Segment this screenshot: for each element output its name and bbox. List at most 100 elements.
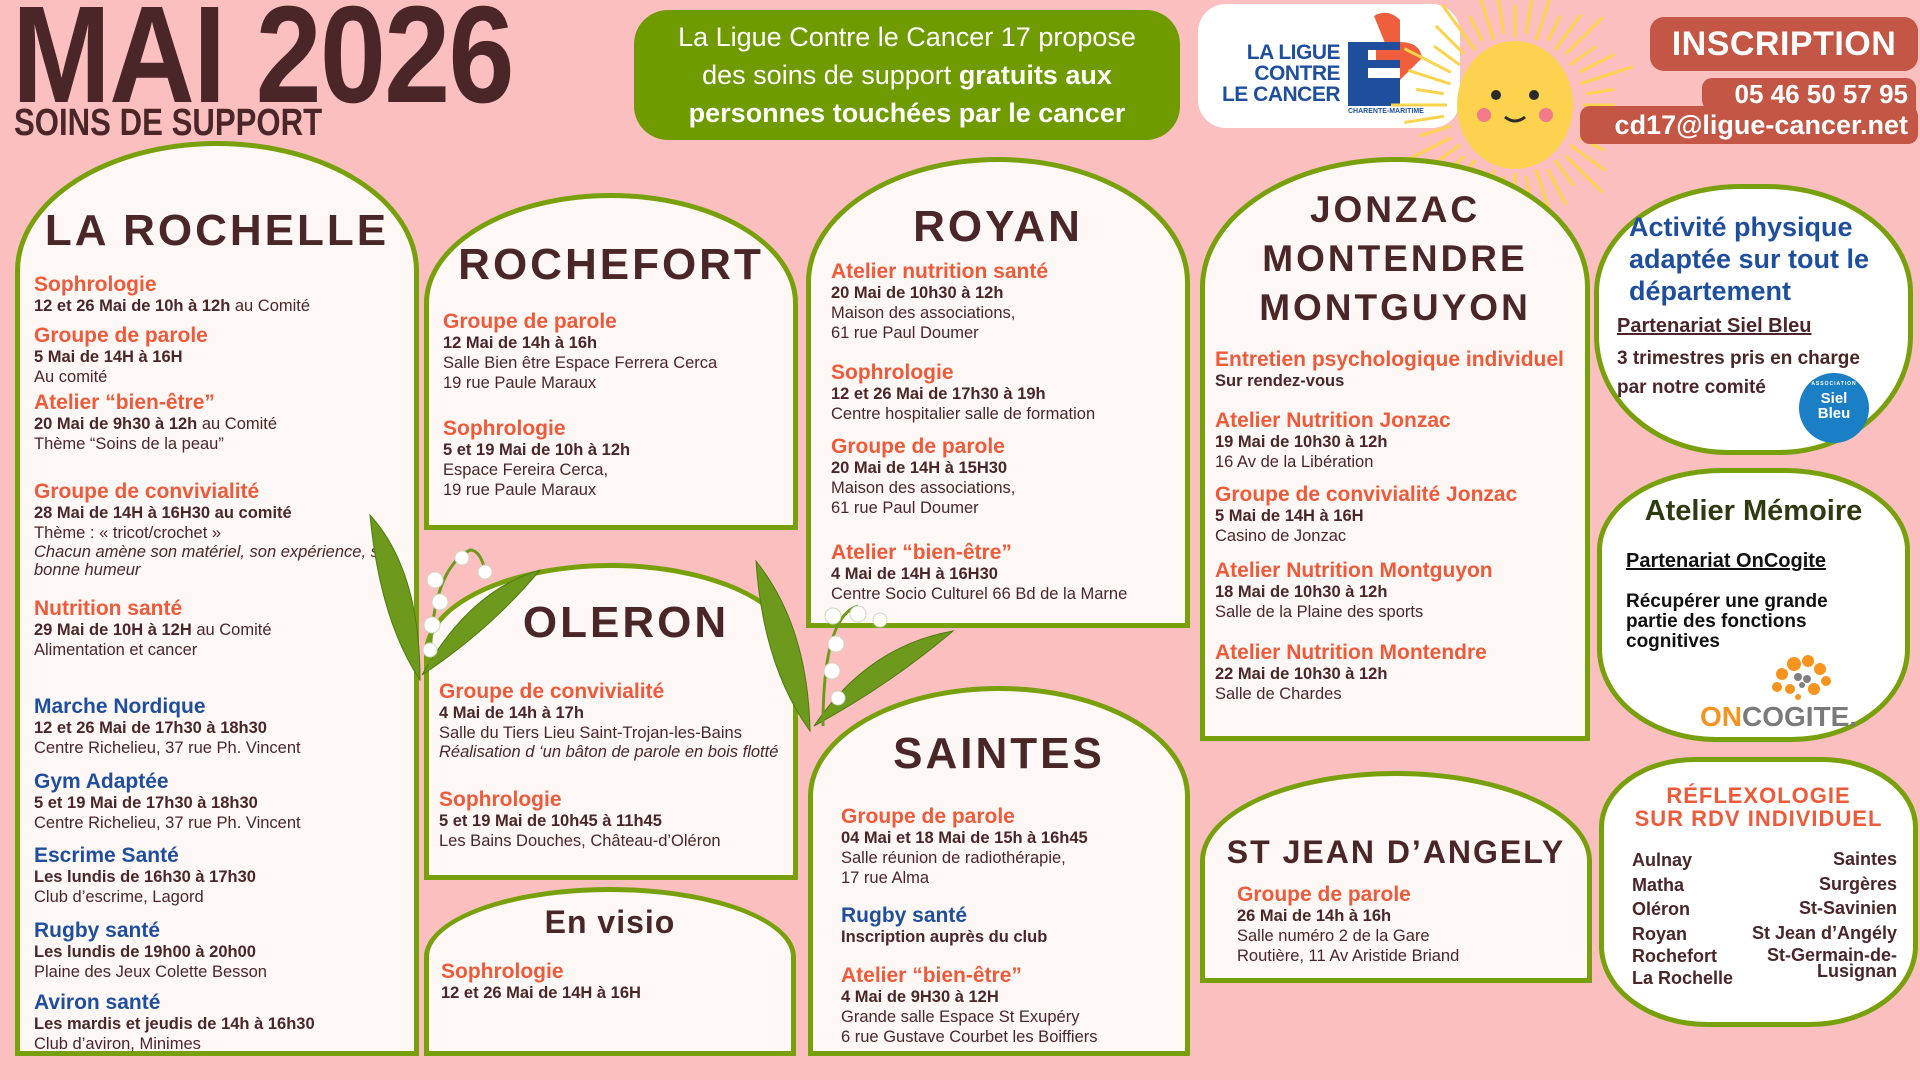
activity-schedule: 12 Mai de 14h à 16h xyxy=(443,333,789,353)
activity-entry: Atelier nutrition santé 20 Mai de 10h30 à… xyxy=(811,260,1181,343)
activity-location: 19 rue Paule Maraux xyxy=(443,481,597,499)
activity-title: Atelier Nutrition Montguyon xyxy=(1215,559,1493,582)
activity-schedule: 12 et 26 Mai de 17h30 à 18h30 xyxy=(34,718,410,738)
panel-title-line: MONTGUYON xyxy=(1259,287,1531,328)
activity-title: Groupe de convivialité xyxy=(439,680,665,703)
activity-location: Salle de Chardes xyxy=(1215,685,1342,703)
activity-location: Centre Richelieu, 37 rue Ph. Vincent xyxy=(34,814,301,832)
activity-schedule: Les mardis et jeudis de 14h à 16h30 xyxy=(34,1014,410,1034)
memoire-text-line: partie des fonctions xyxy=(1626,611,1807,632)
activity-entry: Groupe de convivialité Jonzac 5 Mai de 14… xyxy=(1205,483,1581,546)
activity-date: 5 et 19 Mai de 10h45 à 11h45 xyxy=(439,812,662,830)
activity-location: Thème : « tricot/crochet » xyxy=(34,524,222,542)
activity-schedule: 28 Mai de 14H à 16H30 au comité xyxy=(34,503,410,523)
activity-location: Salle Bien être Espace Ferrera Cerca xyxy=(443,354,718,372)
sun-ray xyxy=(1524,0,1534,35)
activity-schedule: 26 Mai de 14h à 16h xyxy=(1237,906,1583,926)
activity-location: Au comité xyxy=(34,368,108,386)
activity-location: Centre Socio Culturel 66 Bd de la Marne xyxy=(831,585,1128,603)
activity-schedule: Les lundis de 16h30 à 17h30 xyxy=(34,867,410,887)
activity-location: Plaine des Jeux Colette Besson xyxy=(34,963,267,981)
intro-line-2-regular: des soins de support xyxy=(702,60,959,90)
activity-location: Salle de la Plaine des sports xyxy=(1215,603,1424,621)
activity-schedule: 20 Mai de 14H à 15H30 xyxy=(831,458,1181,478)
activity-date: Les mardis et jeudis de 14h à 16h30 xyxy=(34,1015,315,1033)
page-subtitle: SOINS DE SUPPORT xyxy=(14,102,323,144)
sun-ray xyxy=(1433,45,1461,67)
activity-entry: Sophrologie 5 et 19 Mai de 10h à 12h Espac… xyxy=(429,417,789,500)
activity-title: Sophrologie xyxy=(34,273,157,296)
sun-ray xyxy=(1585,87,1615,96)
activity-entry: Groupe de parole 04 Mai et 18 Mai de 15h … xyxy=(813,805,1181,888)
reflexologie-city: Oléron xyxy=(1632,899,1691,919)
sun-ray xyxy=(1434,24,1466,56)
activity-date: Inscription auprès du club xyxy=(841,928,1048,946)
panel-title: JONZAC MONTENDRE MONTGUYON xyxy=(1205,185,1585,332)
activity-title: Marche Nordique xyxy=(34,695,206,718)
phone-number[interactable]: 05 46 50 57 95 xyxy=(1702,78,1916,110)
activity-entry: Atelier Nutrition Montendre 22 Mai de 10h… xyxy=(1205,641,1581,704)
activity-location: Les Bains Douches, Château-d’Oléron xyxy=(439,832,721,850)
reflexologie-city: Lusignan xyxy=(1817,961,1897,981)
sun-ray xyxy=(1534,0,1551,41)
activity-schedule: 4 Mai de 14h à 17h xyxy=(439,703,789,723)
activity-date: 5 et 19 Mai de 10h à 12h xyxy=(443,441,631,459)
reflexologie-city: Saintes xyxy=(1832,849,1897,869)
sun-ray xyxy=(1569,45,1597,67)
activity-schedule: 12 et 26 Mai de 14H à 16H xyxy=(441,983,787,1003)
panel-title: ROYAN xyxy=(913,202,1083,251)
activity-schedule: Inscription auprès du club xyxy=(841,927,1181,947)
sun-eye-left xyxy=(1491,90,1501,100)
activity-schedule: Les lundis de 19h00 à 20h00 xyxy=(34,942,410,962)
activite-text: 3 trimestres pris en charge par notre co… xyxy=(1617,344,1860,402)
sun-ray xyxy=(1546,168,1568,206)
activity-location: 61 rue Paul Doumer xyxy=(831,499,979,517)
activity-title: Rugby santé xyxy=(34,919,161,942)
panel-rochefort: ROCHEFORT Groupe de parole 12 Mai de 14h … xyxy=(424,193,798,530)
oncogite-brain-icon xyxy=(1772,655,1831,700)
activity-date: 12 et 26 Mai de 17h30 à 18h30 xyxy=(34,719,267,737)
activity-location: Salle numéro 2 de la Gare xyxy=(1237,927,1430,945)
logo-region: CHARENTE-MARITIME xyxy=(1348,108,1424,115)
activite-title-line: adaptée sur tout le xyxy=(1629,244,1870,274)
sun-eye-right xyxy=(1529,90,1539,100)
intro-banner: La Ligue Contre le Cancer 17 propose des… xyxy=(634,10,1180,140)
panel-atelier-memoire: Atelier Mémoire Partenariat OnCogite Réc… xyxy=(1597,468,1910,742)
reflexologie-city: Surgères xyxy=(1818,874,1897,894)
reflexologie-city: Matha xyxy=(1632,875,1685,895)
activity-entry: Sophrologie 5 et 19 Mai de 10h45 à 11h45 L… xyxy=(429,788,789,851)
activity-location: Espace Fereira Cerca, xyxy=(443,461,609,479)
activity-date: 12 et 26 Mai de 14H à 16H xyxy=(441,984,641,1002)
activity-title: Groupe de parole xyxy=(1237,883,1411,906)
reflexologie-title-line: RÉFLEXOLOGIE xyxy=(1666,783,1851,808)
activity-title: Groupe de parole xyxy=(443,310,617,333)
activity-location: Maison des associations, xyxy=(831,304,1016,322)
panel-title: ST JEAN D’ANGELY xyxy=(1226,834,1566,870)
activity-title: Atelier Nutrition Jonzac xyxy=(1215,409,1451,432)
activity-location: 6 rue Gustave Courbet les Boiffiers xyxy=(841,1028,1098,1046)
reflexologie-city: St Jean d’Angély xyxy=(1751,923,1897,943)
panel-title: En visio xyxy=(544,904,676,940)
activite-text-line: par notre comité xyxy=(1617,377,1766,398)
reflexologie-city: Rochefort xyxy=(1632,946,1717,966)
panel-reflexologie: RÉFLEXOLOGIE SUR RDV INDIVIDUEL Aulnay Ma… xyxy=(1599,757,1918,1027)
activity-date-suffix: au Comité xyxy=(197,415,278,433)
lily-of-the-valley-icon xyxy=(369,513,542,682)
email-address[interactable]: cd17@ligue-cancer.net xyxy=(1580,106,1918,144)
activity-schedule: 19 Mai de 10h30 à 12h xyxy=(1215,432,1581,452)
activity-schedule: 4 Mai de 9H30 à 12H xyxy=(841,987,1181,1007)
siel-bleu-logo-line1: Siel xyxy=(1820,390,1848,407)
logo-text: LA LIGUE CONTRE LE CANCER xyxy=(1220,41,1341,105)
memoire-text: Récupérer une grande partie des fonction… xyxy=(1626,592,1828,652)
activity-note: Chacun amène son matériel, son expérienc… xyxy=(34,543,389,579)
activity-location: 17 rue Alma xyxy=(841,869,930,887)
activity-note: Réalisation d ‘un bâton de parole en boi… xyxy=(439,743,779,761)
activity-title: Atelier “bien-être” xyxy=(841,964,1022,987)
activity-date: 4 Mai de 14H à 16H30 xyxy=(831,565,998,583)
logo-line-1: LA LIGUE xyxy=(1246,41,1341,64)
activity-title: Groupe de parole xyxy=(831,435,1005,458)
activity-entry: Groupe de parole 26 Mai de 14h à 16h Salle… xyxy=(1205,883,1583,966)
activity-schedule: 5 Mai de 14H à 16H xyxy=(34,347,410,367)
panel-royan: ROYAN Atelier nutrition santé 20 Mai de 1… xyxy=(806,157,1190,628)
activity-location: 61 rue Paul Doumer xyxy=(831,324,979,342)
